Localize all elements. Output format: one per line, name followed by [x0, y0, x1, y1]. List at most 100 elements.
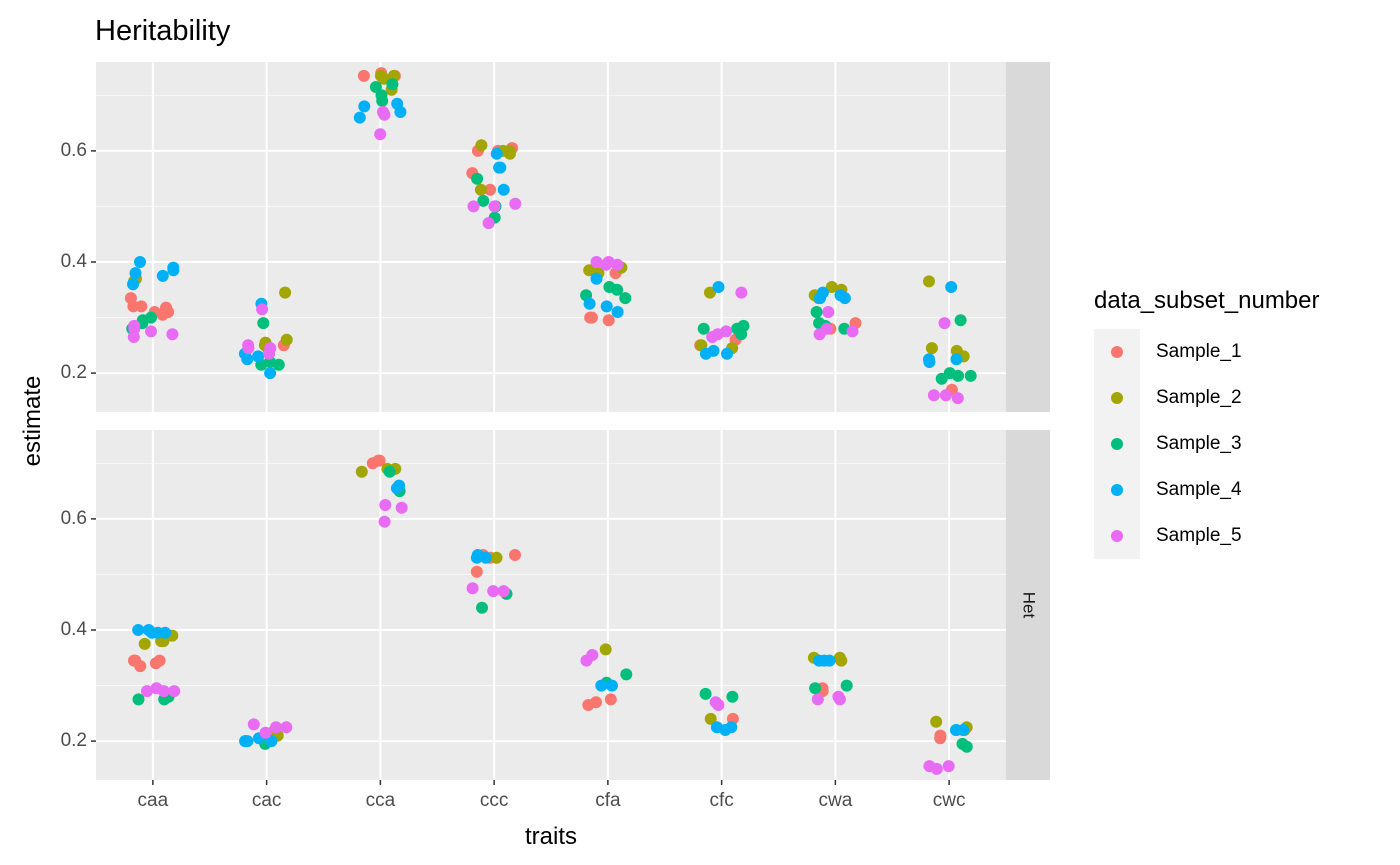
data-point [379, 499, 392, 511]
data-point [951, 392, 964, 405]
data-point [153, 654, 166, 667]
legend-label: Sample_5 [1156, 525, 1242, 546]
data-point [474, 183, 487, 196]
data-point [945, 281, 958, 293]
data-point [923, 353, 935, 366]
data-point [939, 389, 952, 402]
data-point [846, 325, 859, 338]
data-point [611, 306, 624, 318]
data-point [923, 275, 935, 288]
data-point [964, 369, 977, 382]
data-point [479, 551, 492, 564]
data-point [810, 306, 823, 318]
chart-title: Heritability [95, 15, 231, 47]
y-tick-label: 0.4 [61, 619, 88, 640]
data-point [132, 624, 145, 636]
data-point [242, 342, 255, 355]
data-point [488, 200, 501, 213]
data-point [942, 760, 955, 773]
data-point [595, 679, 608, 692]
data-point [699, 687, 712, 700]
data-point [809, 682, 822, 695]
x-axis-title: traits [525, 823, 577, 850]
data-point [582, 699, 595, 711]
data-point [954, 314, 967, 327]
data-point [494, 161, 507, 174]
x-tick-label: ccc [480, 790, 509, 811]
data-point [270, 721, 282, 734]
data-point [950, 353, 963, 366]
panel-top-grid [96, 62, 1006, 412]
data-point [241, 353, 254, 366]
data-point [476, 601, 488, 614]
data-point [376, 94, 389, 107]
data-point [813, 328, 826, 341]
data-point [264, 342, 277, 355]
panel-top-y-ticks: 0.2 0.4 0.6 [61, 140, 96, 383]
data-point [279, 286, 292, 299]
x-axis: caa cac cca ccc cfa cfc cwa cwc [138, 780, 965, 811]
x-tick-label: cfc [709, 790, 733, 811]
data-point [127, 278, 139, 291]
data-point [606, 679, 618, 692]
data-point [128, 319, 141, 332]
data-point [377, 72, 390, 85]
legend-label: Sample_1 [1156, 341, 1242, 362]
data-point [374, 128, 387, 141]
data-point [142, 624, 155, 636]
data-point [241, 735, 254, 748]
data-point [620, 668, 633, 681]
x-tick-label: cac [252, 790, 282, 811]
data-point [840, 679, 853, 692]
data-point [935, 372, 948, 385]
data-point [590, 256, 603, 268]
data-point [482, 217, 495, 230]
data-point [272, 358, 285, 371]
y-tick-label: 0.6 [61, 140, 87, 161]
data-point [366, 457, 379, 470]
data-point [247, 718, 260, 731]
panel-bottom-strip-label: Het [1020, 592, 1039, 619]
data-point [726, 690, 739, 703]
panel-top: 0.2 0.4 0.6 [61, 62, 1050, 412]
data-point [156, 269, 169, 282]
y-tick-label: 0.2 [61, 362, 87, 383]
data-point [934, 732, 947, 745]
data-point [386, 78, 399, 91]
data-point [833, 651, 846, 664]
data-point [811, 693, 824, 706]
data-point [925, 342, 938, 355]
data-point [256, 303, 269, 316]
data-point [134, 256, 146, 268]
data-point [604, 693, 617, 706]
data-point [586, 649, 599, 661]
data-point [583, 297, 596, 310]
data-point [466, 582, 479, 595]
data-point [280, 333, 293, 346]
data-point [160, 301, 173, 314]
data-point [129, 654, 142, 667]
panel-top-points [124, 67, 977, 405]
data-point [735, 286, 748, 299]
data-point [497, 585, 510, 598]
data-point [590, 272, 603, 285]
data-point [467, 200, 480, 213]
data-point [395, 501, 408, 514]
data-point [129, 267, 142, 280]
data-point [264, 367, 277, 380]
data-point [475, 139, 488, 152]
data-point [706, 331, 719, 343]
data-point [584, 311, 597, 324]
panel-bottom-strip [1006, 430, 1050, 780]
data-point [611, 258, 624, 271]
data-point [383, 465, 396, 478]
legend-key [1111, 484, 1123, 496]
data-point [252, 350, 265, 363]
data-point [725, 721, 738, 734]
legend-key [1111, 438, 1123, 450]
panel-top-strip [1006, 62, 1050, 412]
data-point [938, 317, 951, 330]
legend-label: Sample_2 [1156, 387, 1242, 408]
data-point [927, 389, 940, 402]
